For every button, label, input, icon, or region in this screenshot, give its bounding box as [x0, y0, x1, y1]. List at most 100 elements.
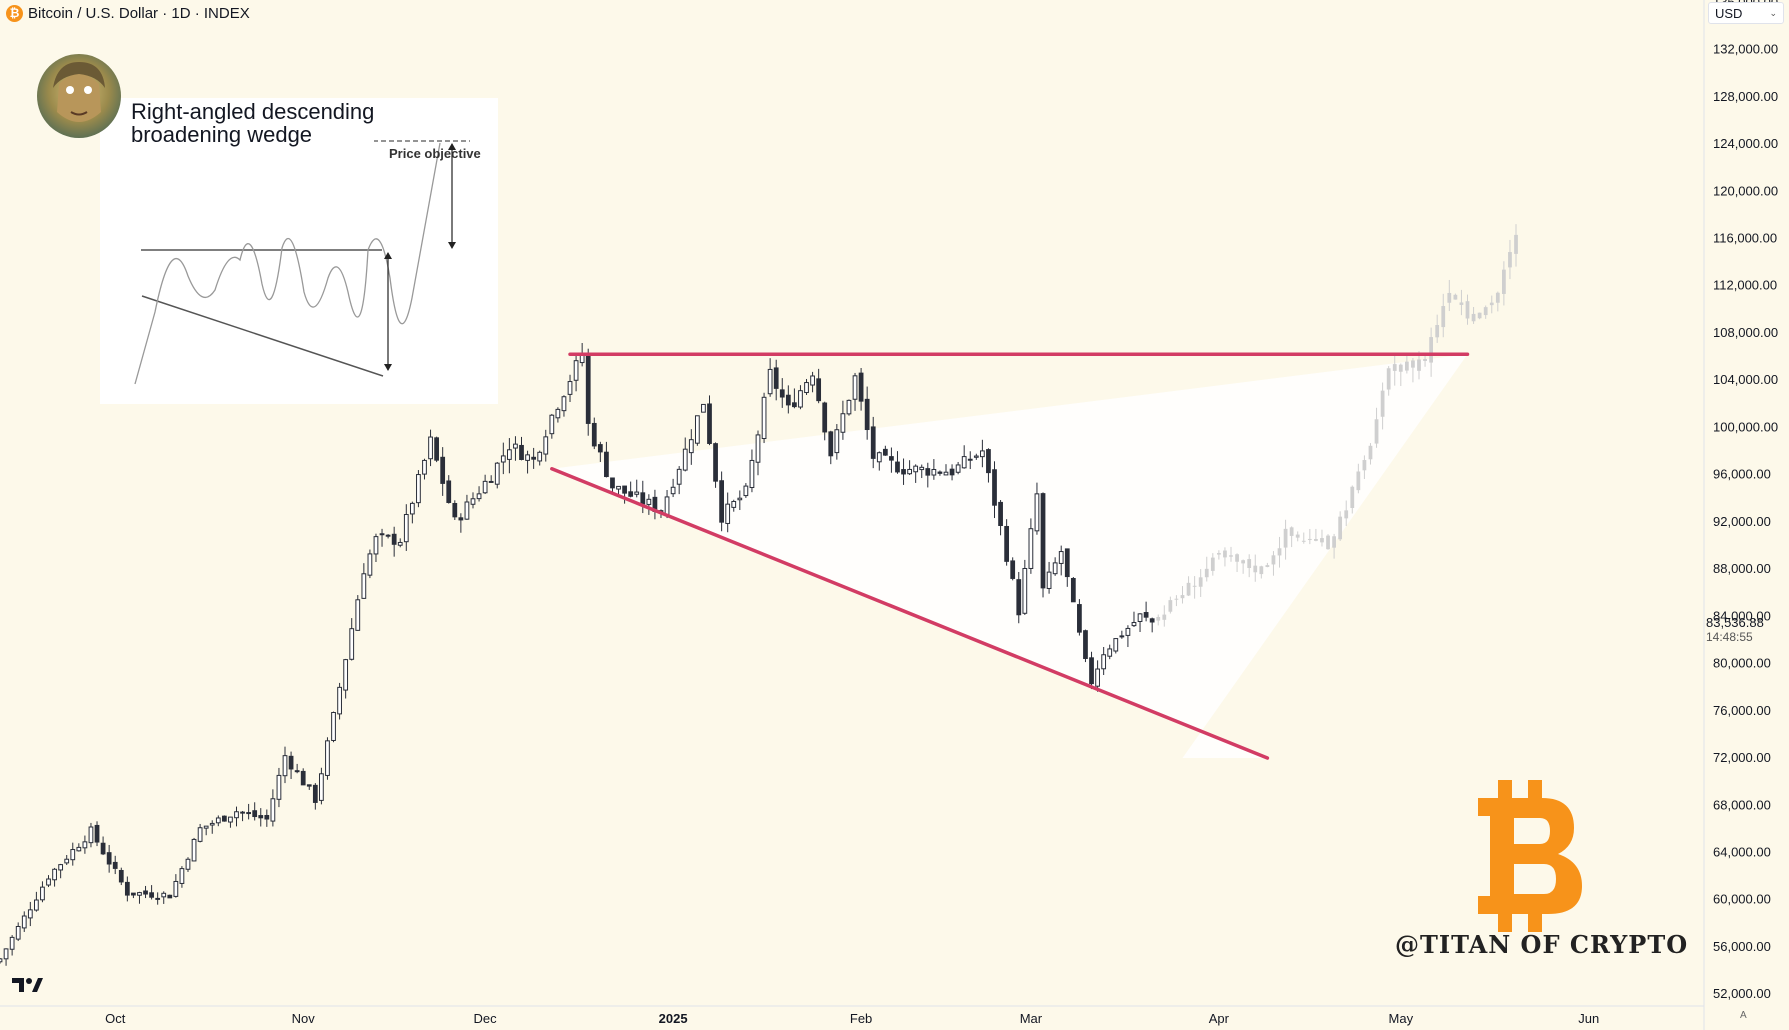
candle [306, 784, 312, 790]
candle [1119, 630, 1125, 639]
projection-bar [1495, 291, 1500, 312]
candle [1125, 625, 1131, 648]
candle [876, 451, 882, 471]
pattern-inset-panel [100, 98, 498, 404]
candle [70, 842, 76, 866]
candle [973, 453, 979, 460]
candle [537, 450, 543, 466]
candle [488, 475, 494, 483]
candle [604, 441, 609, 478]
price-axis[interactable]: 52,000.00 56,000.00 60,000.00 64,000.00 68,0… [1713, 0, 1778, 1001]
candle [27, 901, 33, 927]
candle [409, 501, 415, 524]
projection-bar [1356, 463, 1361, 494]
candle [446, 475, 452, 504]
candle [185, 857, 191, 872]
candle [1131, 611, 1137, 627]
projection-bar [1441, 293, 1446, 338]
candle [9, 935, 15, 956]
price-tick-label: 128,000.00 [1713, 89, 1778, 104]
price-objective-label: Price objective [389, 146, 481, 161]
time-axis[interactable]: Oct Nov Dec 2025 Feb Mar Apr May Jun [105, 1011, 1599, 1026]
candle [779, 378, 785, 408]
candle [634, 479, 640, 498]
projection-bar [1326, 534, 1330, 550]
price-tick-label: 76,000.00 [1713, 703, 1771, 718]
time-tick-label: Feb [850, 1011, 872, 1026]
watermark-text: @TITAN OF CRYPTO [1395, 930, 1689, 959]
candle [337, 682, 342, 720]
auto-scale-button[interactable]: A [1740, 1010, 1747, 1021]
candle [1064, 548, 1070, 587]
candle [179, 866, 185, 888]
projection-bar [1344, 500, 1349, 527]
projection-bar [1198, 569, 1203, 597]
currency-select[interactable]: USD ⌄ [1708, 2, 1784, 24]
candle [88, 822, 94, 848]
symbol-header[interactable]: ₿ Bitcoin / U.S. Dollar · 1D · INDEX [6, 3, 250, 23]
candle [3, 948, 9, 966]
price-tick-label: 124,000.00 [1713, 136, 1778, 151]
candle [1095, 660, 1100, 692]
candle [391, 526, 397, 557]
price-tick-label: 112,000.00 [1713, 278, 1777, 293]
candle [967, 451, 973, 470]
arrow-head-down [384, 364, 392, 371]
projection-bar [1338, 511, 1343, 541]
projection-bar [1235, 553, 1239, 573]
candle [155, 892, 161, 905]
candle [100, 836, 106, 856]
price-tick-label: 88,000.00 [1713, 561, 1771, 576]
projection-bar [1210, 553, 1215, 576]
candle [209, 820, 215, 834]
candle [901, 458, 906, 485]
candle [507, 438, 512, 474]
wedge-bottom-line [141, 295, 384, 377]
candle [331, 711, 336, 743]
candle [434, 436, 439, 463]
candle [895, 451, 900, 474]
candle [513, 436, 518, 461]
projection-bar [1332, 533, 1336, 559]
candle [76, 843, 82, 852]
price-tick-label: 64,000.00 [1713, 845, 1771, 860]
tradingview-logo-icon[interactable] [10, 975, 44, 995]
price-tick-label: 120,000.00 [1713, 183, 1778, 198]
time-tick-label: Mar [1020, 1011, 1043, 1026]
candle [719, 471, 725, 532]
candle [1149, 617, 1155, 633]
candle [1107, 644, 1113, 660]
candle [452, 500, 458, 521]
support-line[interactable] [550, 467, 1270, 760]
candle [925, 462, 931, 488]
projection-bar [1168, 596, 1173, 614]
candle [191, 837, 197, 862]
projection-bar [1162, 605, 1167, 627]
projection-bar [1435, 314, 1440, 343]
candle [403, 504, 409, 551]
candle [1010, 557, 1016, 581]
candle [913, 464, 919, 483]
candle [992, 461, 997, 519]
candle [725, 492, 731, 533]
candle [846, 399, 852, 416]
candle [889, 447, 894, 473]
candle [440, 447, 446, 496]
candle [173, 874, 179, 898]
candles-layer [0, 224, 1518, 966]
candle [300, 768, 306, 786]
projection-bar [1204, 556, 1209, 582]
candle [282, 746, 288, 784]
price-tick-label: 56,000.00 [1713, 939, 1771, 954]
bitcoin-icon: ₿ [6, 4, 23, 22]
candle [1113, 638, 1119, 654]
candle [585, 348, 591, 436]
candle [1034, 482, 1040, 535]
projection-bar [1241, 559, 1246, 574]
candle [870, 416, 876, 469]
symbol-title: Bitcoin / U.S. Dollar · 1D · INDEX [28, 4, 250, 22]
objective-arrow-head-down [448, 242, 456, 249]
currency-value: USD [1715, 5, 1743, 21]
candle [955, 461, 961, 475]
candle [40, 881, 45, 903]
